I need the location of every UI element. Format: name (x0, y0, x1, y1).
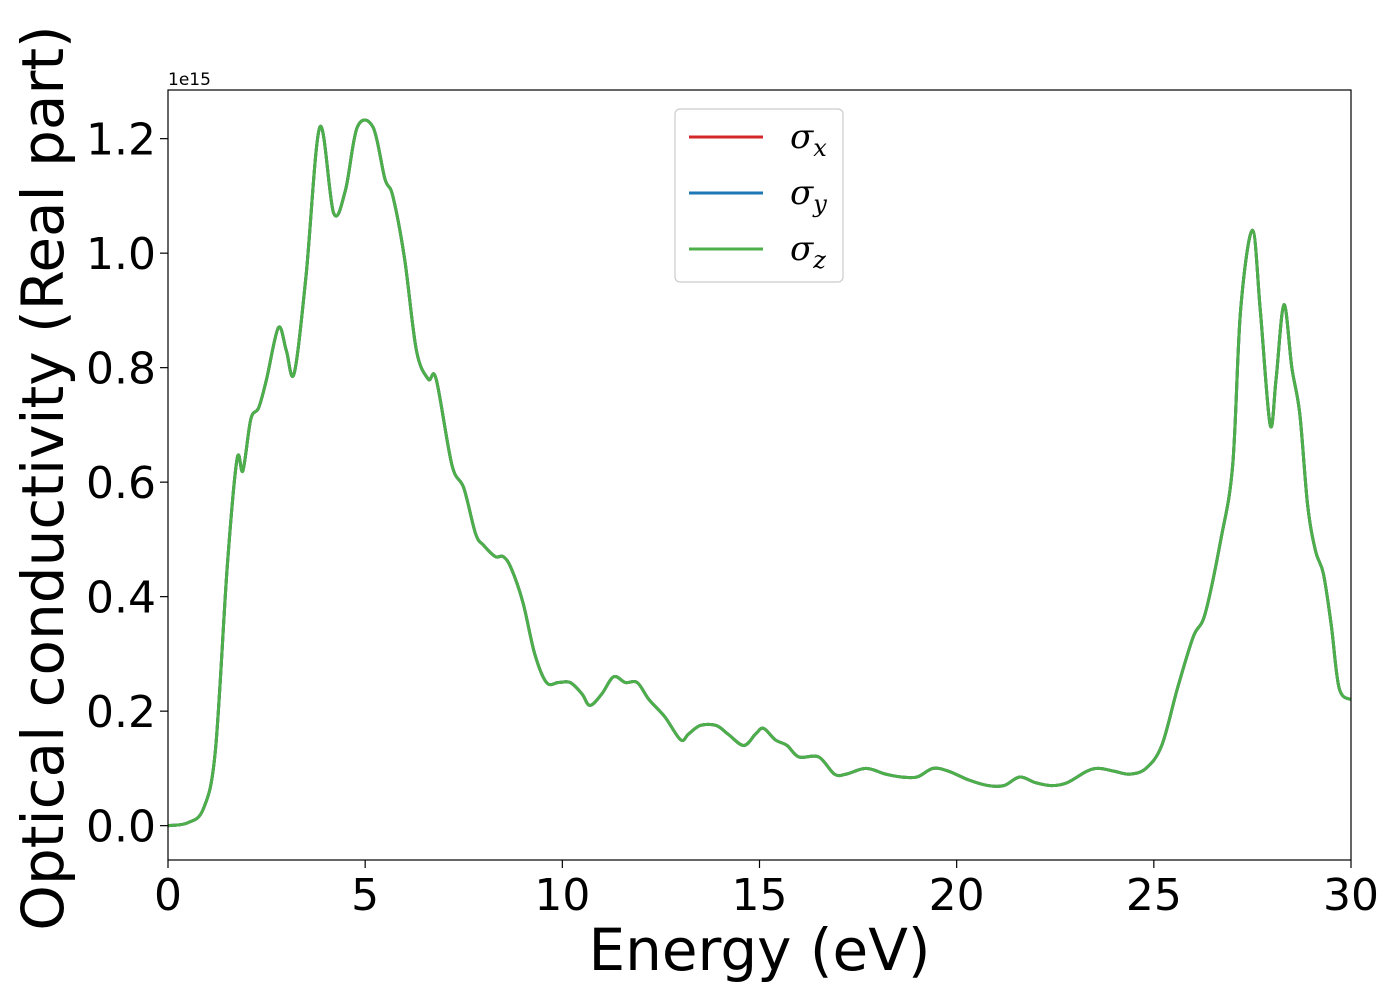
x-tick-label: 10 (534, 870, 590, 921)
series-layer (168, 118, 1351, 828)
x-tick-label: 30 (1323, 870, 1379, 921)
y-axis-title: Optical conductivity (Real part) (9, 25, 77, 930)
x-tick-label: 15 (732, 870, 788, 921)
y-axis-ticks: 0.0 0.2 0.4 0.6 0.8 1.0 1.2 (86, 115, 168, 853)
legend-label-sigma-z: σz (790, 229, 826, 274)
series-line-sigma-z (168, 118, 1351, 828)
y-tick-label: 0.2 (86, 687, 156, 738)
y-tick-label: 0.0 (86, 802, 156, 853)
y-tick-label: 0.6 (86, 458, 156, 509)
legend-label-sigma-y: σy (790, 173, 827, 218)
legend: σx σy σz (674, 108, 844, 283)
y-tick-label: 1.2 (86, 115, 156, 166)
y-offset-label: 1e15 (168, 70, 211, 90)
x-tick-label: 20 (929, 870, 985, 921)
x-axis-title: Energy (eV) (588, 916, 930, 984)
legend-frame (674, 108, 844, 283)
x-tick-label: 0 (154, 870, 182, 921)
legend-label-sigma-x: σx (790, 117, 827, 162)
legend-entries: σx σy σz (689, 117, 827, 274)
x-axis-ticks: 0 5 10 15 20 25 30 (154, 860, 1379, 921)
x-tick-label: 5 (351, 870, 379, 921)
y-tick-label: 0.4 (86, 573, 156, 624)
y-tick-label: 0.8 (86, 344, 156, 395)
y-tick-label: 1.0 (86, 229, 156, 280)
x-tick-label: 25 (1126, 870, 1182, 921)
